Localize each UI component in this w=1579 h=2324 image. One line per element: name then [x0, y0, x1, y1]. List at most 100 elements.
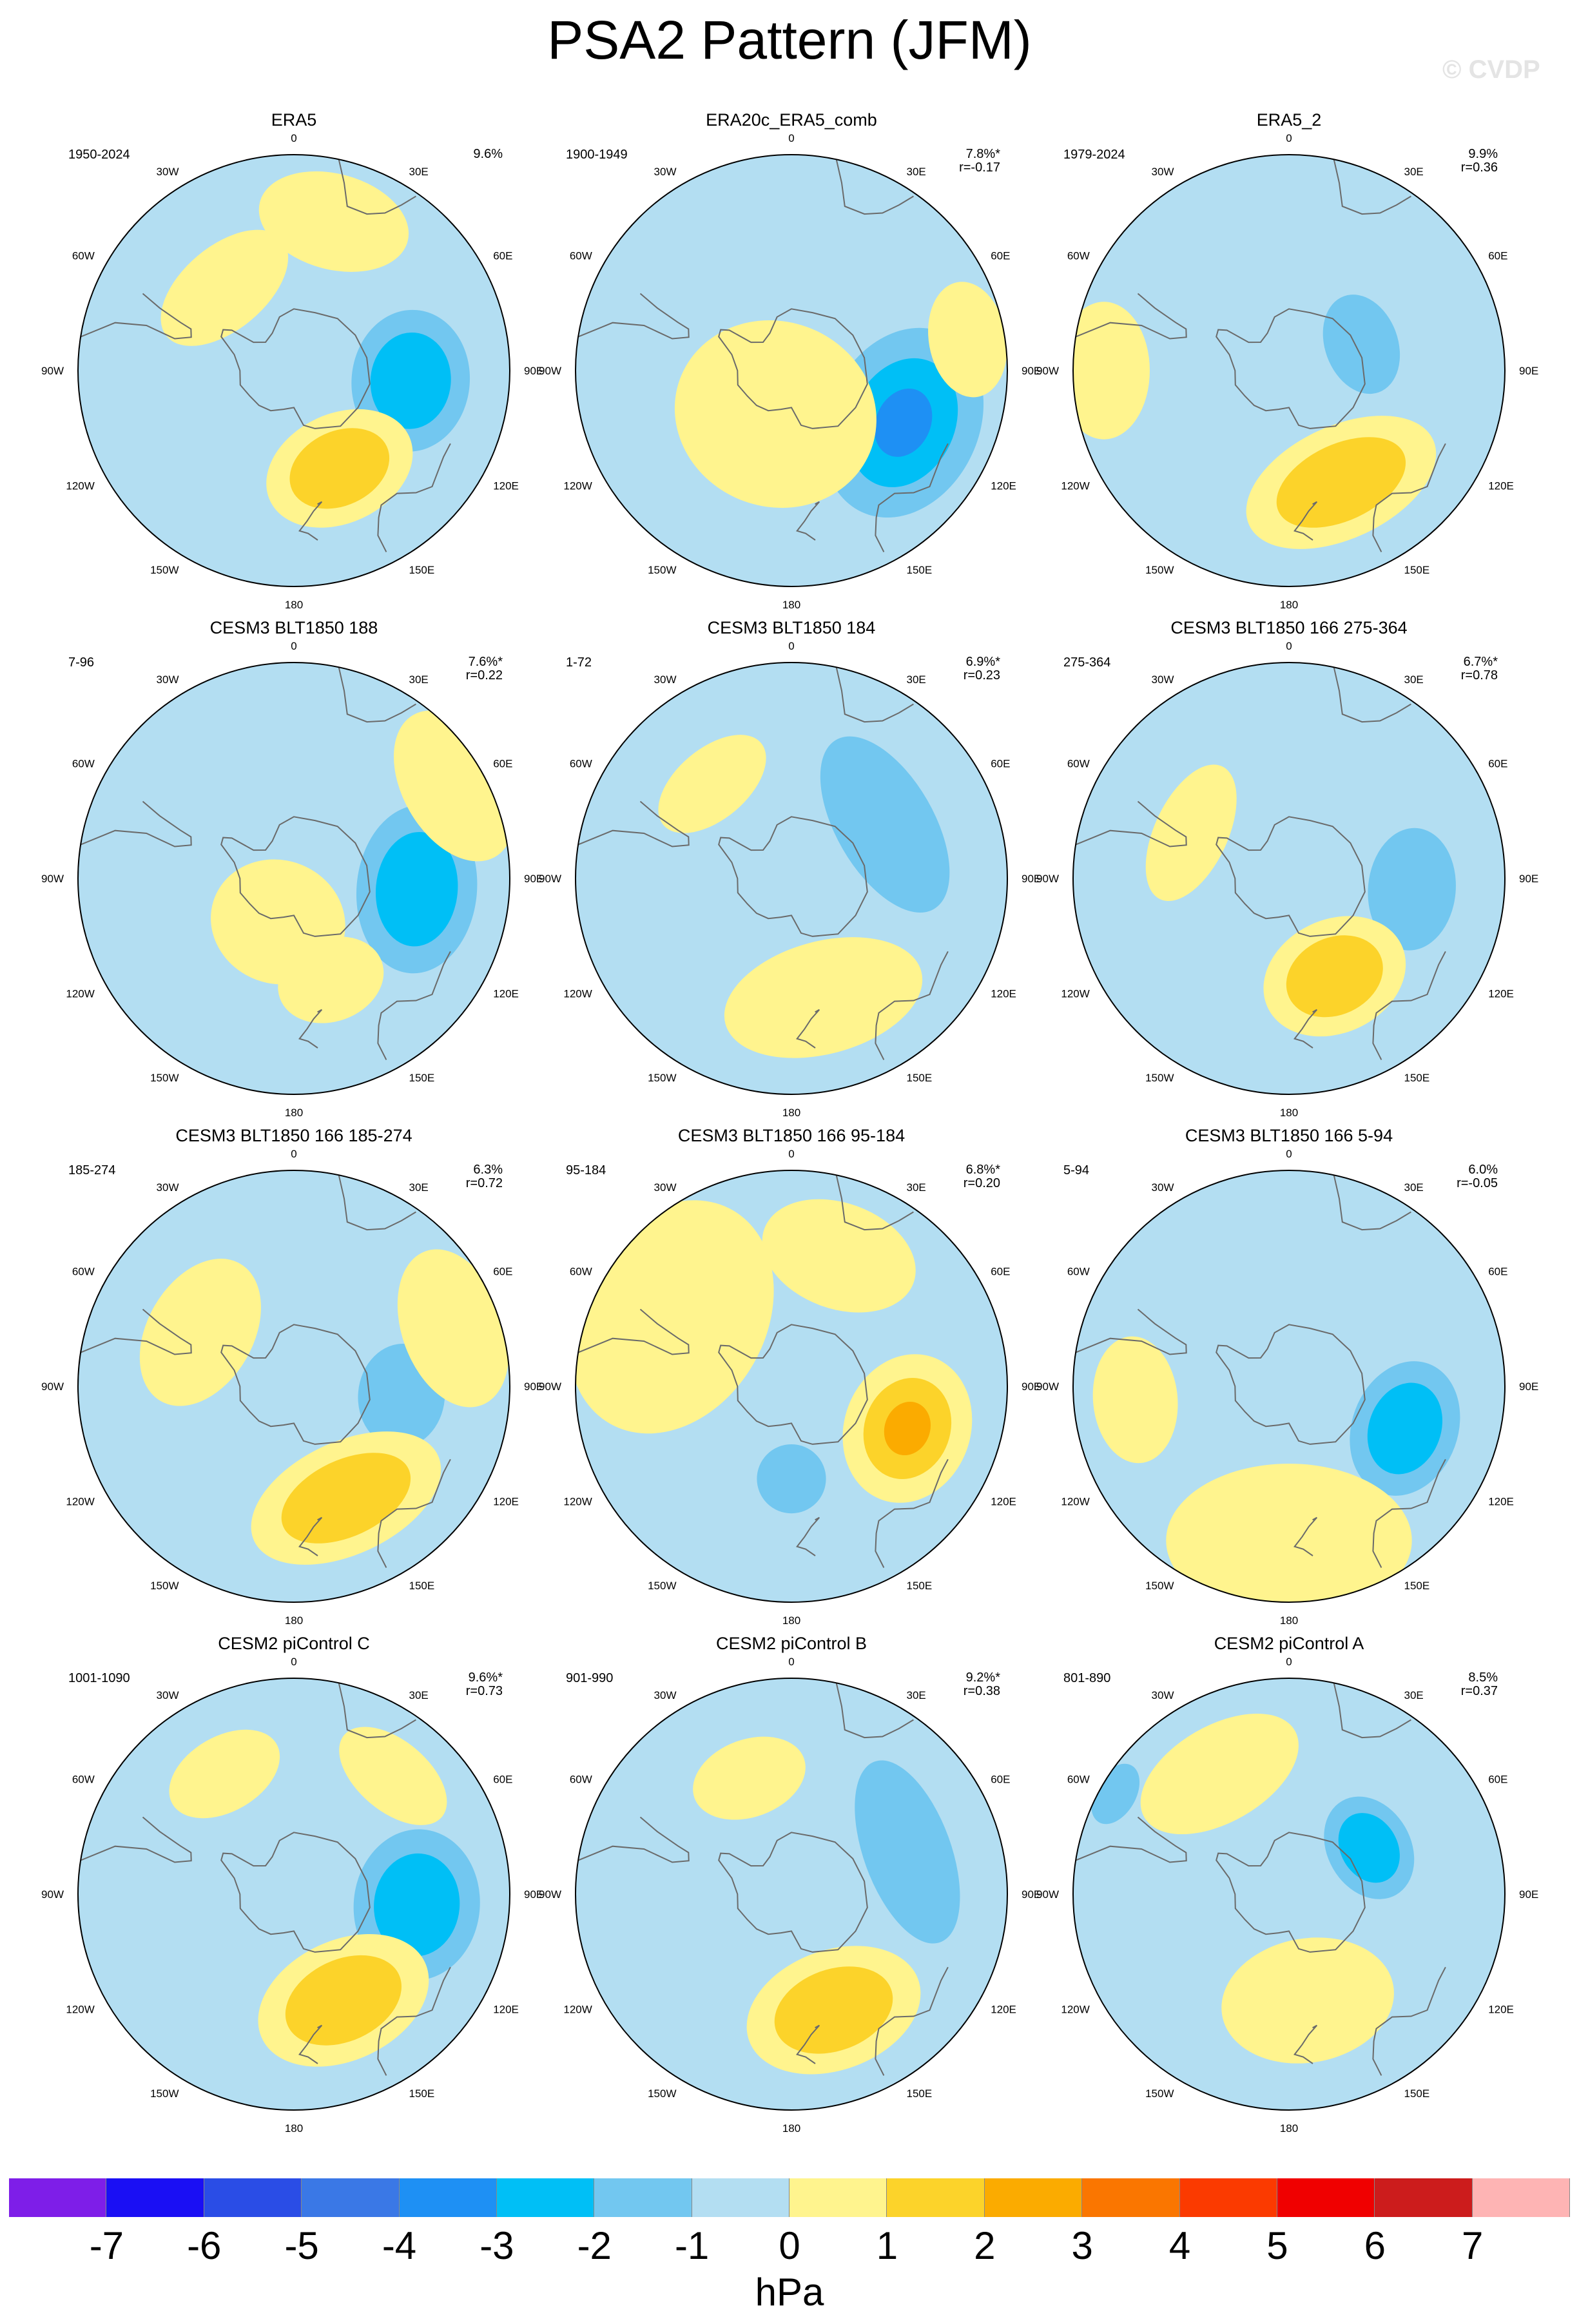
longitude-label: 30W: [1152, 1181, 1174, 1194]
positive-anomaly: [1166, 1464, 1412, 1602]
longitude-label: 180: [1280, 2122, 1298, 2135]
longitude-label: 60W: [1067, 250, 1090, 262]
longitude-label: 60E: [493, 250, 512, 262]
longitude-label: 90E: [1519, 1888, 1538, 1901]
longitude-label: 120W: [563, 988, 592, 1000]
map-panel: 0 30E 60E 90E 120E 150E 180 150W 120W 90W 60W 30W CE…: [1027, 617, 1551, 1127]
longitude-label: 180: [285, 2122, 303, 2135]
longitude-label: 30E: [1404, 673, 1424, 686]
longitude-label: 60E: [493, 758, 512, 770]
positive-anomaly: [576, 1200, 774, 1434]
colorbar-tick-label: -3: [480, 2224, 514, 2267]
map-panel: 0 30E 60E 90E 120E 150E 180 150W 120W 90W 60W 30W CE…: [32, 1633, 556, 2142]
longitude-label: 120E: [991, 988, 1016, 1000]
longitude-label: 60W: [570, 1266, 592, 1278]
longitude-label: 0: [291, 640, 296, 652]
panel-years: 95-184: [566, 1163, 606, 1177]
longitude-label: 150W: [1145, 1072, 1174, 1084]
longitude-label: 30W: [157, 166, 179, 178]
positive-anomaly: [658, 735, 766, 833]
panel-years: 1950-2024: [68, 148, 130, 162]
polar-map: 0 30E 60E 90E 120E 150E 180 150W 120W 90W 60W 30W: [1036, 132, 1538, 611]
map-panel: 0 30E 60E 90E 120E 150E 180 150W 120W 90W 60W 30W ER…: [32, 110, 556, 619]
panel-variance: 6.7%*: [1463, 655, 1498, 669]
longitude-label: 90E: [1022, 1888, 1041, 1901]
negative-anomaly: [1322, 295, 1400, 394]
longitude-label: 90E: [524, 1380, 543, 1393]
polar-map: 0 30E 60E 90E 120E 150E 180 150W 120W 90W 60W 30W: [41, 1148, 543, 1627]
map-panel: 0 30E 60E 90E 120E 150E 180 150W 120W 90W 60W 30W CE…: [32, 617, 556, 1127]
panel-title: CESM3 BLT1850 184: [707, 618, 876, 637]
positive-anomaly: [1286, 935, 1383, 1018]
longitude-label: 150W: [150, 1072, 179, 1084]
longitude-label: 120E: [1488, 1496, 1514, 1508]
panel-years: 801-890: [1063, 1671, 1111, 1685]
longitude-label: 30W: [1152, 1689, 1174, 1701]
negative-anomaly: [1367, 1382, 1443, 1475]
positive-anomaly: [884, 1401, 931, 1456]
positive-anomaly: [1073, 302, 1150, 440]
longitude-label: 150W: [648, 1072, 676, 1084]
longitude-label: 30W: [654, 1181, 677, 1194]
positive-anomaly: [1092, 1336, 1178, 1464]
panel-correlation: r=0.36: [1460, 160, 1498, 175]
positive-anomaly: [397, 1249, 509, 1408]
longitude-label: 180: [285, 1614, 303, 1627]
negative-anomaly: [1368, 828, 1456, 951]
positive-anomaly: [160, 229, 289, 346]
longitude-label: 150E: [1404, 564, 1430, 576]
longitude-label: 60E: [991, 758, 1010, 770]
panel-correlation: r=0.72: [465, 1176, 503, 1190]
colorbar-swatch: [1472, 2178, 1570, 2217]
panel-years: 1979-2024: [1063, 148, 1125, 162]
longitude-label: 150E: [1404, 1072, 1430, 1084]
longitude-label: 150E: [907, 2087, 933, 2100]
colorbar-tick-label: 4: [1168, 2224, 1191, 2267]
panel-variance: 6.8%*: [965, 1163, 1000, 1177]
colorbar-tick-label: 0: [779, 2224, 800, 2267]
longitude-label: 0: [788, 132, 794, 144]
longitude-label: 30E: [409, 1689, 429, 1701]
polar-map: 0 30E 60E 90E 120E 150E 180 150W 120W 90W 60W 30W: [539, 1148, 1041, 1627]
longitude-label: 180: [285, 599, 303, 611]
colorbar-swatch: [692, 2178, 790, 2217]
longitude-label: 150W: [648, 564, 676, 576]
polar-map: 0 30E 60E 90E 120E 150E 180 150W 120W 90W 60W 30W: [1036, 1148, 1538, 1627]
panel-years: 1-72: [566, 655, 592, 670]
longitude-label: 120W: [563, 2004, 592, 2016]
longitude-label: 90W: [1036, 365, 1059, 377]
longitude-label: 60E: [1488, 1266, 1507, 1278]
colorbar-swatch: [302, 2178, 400, 2217]
longitude-label: 120W: [563, 480, 592, 492]
panel-title: CESM3 BLT1850 166 95-184: [677, 1126, 906, 1145]
colorbar-units: hPa: [755, 2271, 824, 2314]
longitude-label: 150E: [1404, 2087, 1430, 2100]
negative-anomaly: [370, 332, 451, 429]
longitude-label: 120E: [493, 1496, 519, 1508]
colorbar-swatch: [790, 2178, 887, 2217]
colorbar-swatch: [204, 2178, 302, 2217]
positive-anomaly: [169, 1729, 280, 1819]
map-panel: 0 30E 60E 90E 120E 150E 180 150W 120W 90W 60W 30W CE…: [32, 1125, 556, 1634]
positive-anomaly: [281, 1453, 411, 1544]
positive-anomaly: [1276, 437, 1406, 528]
colorbar-tick-label: 7: [1461, 2224, 1484, 2267]
colorbar-tick-label: -7: [89, 2224, 124, 2267]
longitude-label: 30E: [907, 1181, 926, 1194]
panel-variance: 9.6%*: [468, 1670, 503, 1685]
longitude-label: 30E: [907, 673, 926, 686]
longitude-label: 90W: [1036, 1888, 1059, 1901]
longitude-label: 150E: [907, 1072, 933, 1084]
longitude-label: 30W: [654, 673, 677, 686]
longitude-label: 90E: [1022, 365, 1041, 377]
longitude-label: 60E: [1488, 758, 1507, 770]
longitude-label: 120W: [66, 988, 94, 1000]
longitude-label: 120E: [1488, 988, 1514, 1000]
polar-map: 0 30E 60E 90E 120E 150E 180 150W 120W 90W 60W 30W: [41, 132, 543, 611]
colorbar-swatch: [106, 2178, 204, 2217]
longitude-label: 90W: [41, 873, 64, 885]
map-panel: 0 30E 60E 90E 120E 150E 180 150W 120W 90W 60W 30W CE…: [1027, 1633, 1551, 2142]
panel-title: ERA5_2: [1256, 110, 1322, 130]
panel-variance: 6.9%*: [965, 655, 1000, 669]
panel-correlation: r=0.37: [1460, 1684, 1498, 1698]
